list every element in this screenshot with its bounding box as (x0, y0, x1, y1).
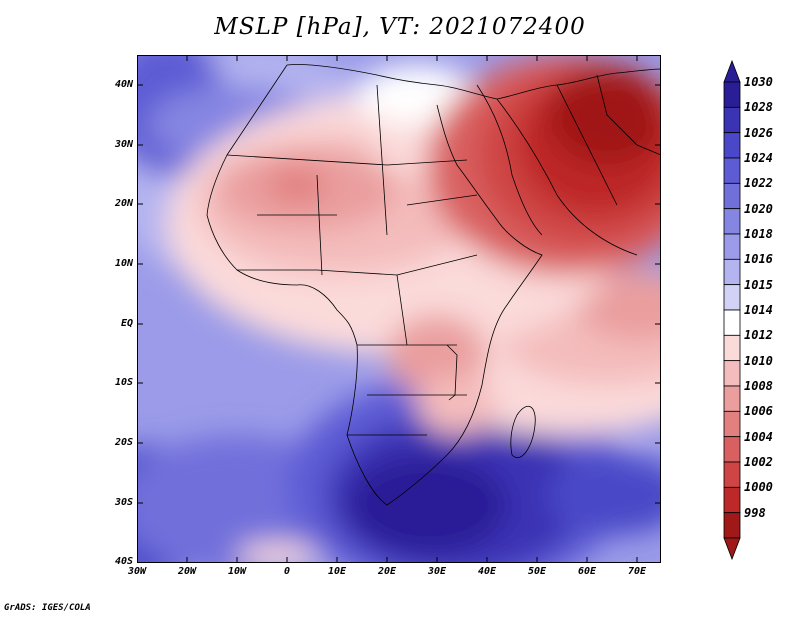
colorbar-level-label: 1024 (744, 151, 773, 165)
axis-ticks (137, 55, 661, 563)
colorbar-level-label: 1008 (744, 379, 773, 393)
colorbar-swatch (723, 360, 741, 387)
colorbar-swatch (723, 410, 741, 438)
colorbar-level-label: 1002 (744, 455, 773, 469)
pressure-map-svg (137, 55, 661, 563)
colorbar-swatch (723, 258, 741, 286)
colorbar (723, 60, 741, 560)
colorbar-swatch (723, 157, 741, 184)
pressure-field (137, 55, 661, 563)
colorbar-level-label: 1026 (744, 125, 773, 140)
colorbar-swatch (723, 182, 741, 210)
colorbar-level-label: 1030 (744, 75, 773, 89)
colorbar-swatch (723, 309, 741, 336)
lon-label: 0 (283, 566, 291, 577)
lat-label: 30N (114, 139, 133, 150)
lon-label: 20W (177, 566, 197, 577)
lon-label: 30E (427, 566, 447, 577)
colorbar-level-label: 1004 (744, 429, 773, 444)
lat-label: 40N (114, 79, 133, 90)
colorbar-top-arrow (723, 60, 741, 83)
colorbar-level-label: 1028 (744, 100, 773, 115)
lat-label: 40S (114, 556, 133, 567)
colorbar-level-label: 1006 (744, 404, 773, 419)
colorbar-swatch (723, 208, 741, 235)
colorbar-bottom-arrow (723, 537, 741, 560)
colorbar-level-label: 1012 (744, 328, 773, 343)
colorbar-swatch (723, 81, 741, 108)
lon-label: 70E (627, 566, 647, 577)
colorbar-swatch (723, 512, 741, 539)
colorbar-swatch (723, 132, 741, 159)
colorbar-swatch (723, 233, 741, 260)
colorbar-level-label: 1018 (744, 227, 773, 241)
colorbar-level-label: 1014 (744, 303, 773, 317)
lon-label: 10E (327, 566, 347, 577)
lat-label: EQ (120, 318, 133, 329)
credit-text: GrADS: IGES/COLA (4, 603, 91, 613)
map-title: MSLP [hPa], VT: 2021072400 (214, 14, 586, 40)
pressure-map (137, 55, 661, 563)
country-borders (206, 64, 661, 506)
lon-label: 10W (227, 566, 247, 577)
colorbar-swatch (723, 436, 741, 463)
lat-label: 30S (114, 497, 133, 508)
lon-label: 60E (577, 566, 597, 577)
colorbar-level-label: 1010 (744, 353, 773, 368)
colorbar-level-label: 1022 (744, 176, 773, 191)
colorbar-swatch (723, 284, 741, 311)
map-frame (137, 55, 661, 563)
colorbar-level-label: 1000 (744, 480, 773, 495)
colorbar-level-label: 1020 (744, 201, 773, 216)
lat-label: 20S (114, 437, 133, 448)
lat-label: 10S (114, 377, 133, 388)
lat-label: 20N (114, 198, 133, 209)
colorbar-swatch (723, 461, 741, 488)
colorbar-swatch (723, 486, 741, 514)
colorbar-swatch (723, 334, 741, 362)
colorbar-swatch (723, 106, 741, 134)
lon-label: 40E (477, 566, 497, 577)
lon-label: 50E (527, 566, 547, 577)
lat-label: 10N (114, 258, 133, 269)
colorbar-level-label: 998 (744, 505, 766, 520)
colorbar-swatch (723, 385, 741, 412)
colorbar-level-label: 1016 (744, 252, 773, 267)
colorbar-level-label: 1015 (744, 277, 773, 292)
lon-label: 30W (127, 566, 147, 577)
lon-label: 20E (377, 566, 397, 577)
